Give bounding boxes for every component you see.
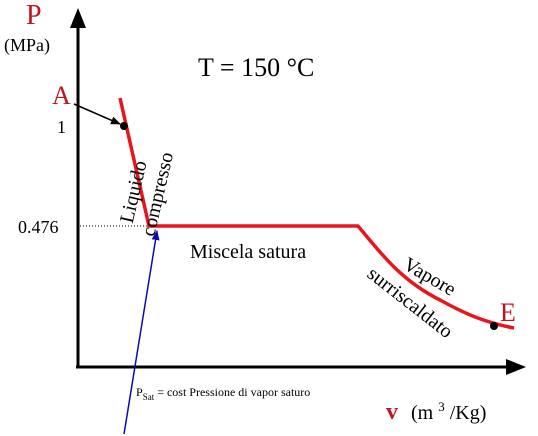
x-axis-unit-suffix: /Kg): [450, 402, 487, 424]
point-a-arrow: [73, 103, 121, 125]
saturation-annotation-text: = cost Pressione di vapor saturo: [154, 385, 310, 399]
saturated-mixture-label: Miscela satura: [190, 241, 306, 263]
state-point-a: [120, 122, 128, 130]
point-a-label: A: [52, 81, 71, 110]
y-axis-symbol: P: [26, 0, 42, 31]
x-axis-unit-sup: 3: [438, 399, 445, 414]
y-tick-1: 1: [57, 117, 66, 137]
y-axis-arrowhead: [70, 8, 86, 28]
x-axis-label: v (m 3 /Kg): [386, 394, 486, 425]
diagram-title: T = 150 °C: [198, 53, 314, 82]
saturation-annotation-symbol: P: [136, 385, 143, 399]
y-axis-unit: (MPa): [4, 35, 50, 56]
y-tick-0476: 0.476: [18, 217, 59, 237]
x-axis-unit-prefix: (m: [411, 402, 434, 424]
process-curve: [118, 97, 515, 330]
x-axis-arrowhead: [506, 359, 526, 375]
saturation-annotation: PSat = cost Pressione di vapor saturo: [136, 385, 310, 402]
saturation-pointer-arrow: [123, 230, 160, 435]
point-e-label: E: [500, 298, 516, 327]
x-axis-symbol: v: [386, 399, 398, 425]
state-point-e: [490, 322, 498, 330]
saturation-annotation-subscript: Sat: [143, 392, 155, 402]
